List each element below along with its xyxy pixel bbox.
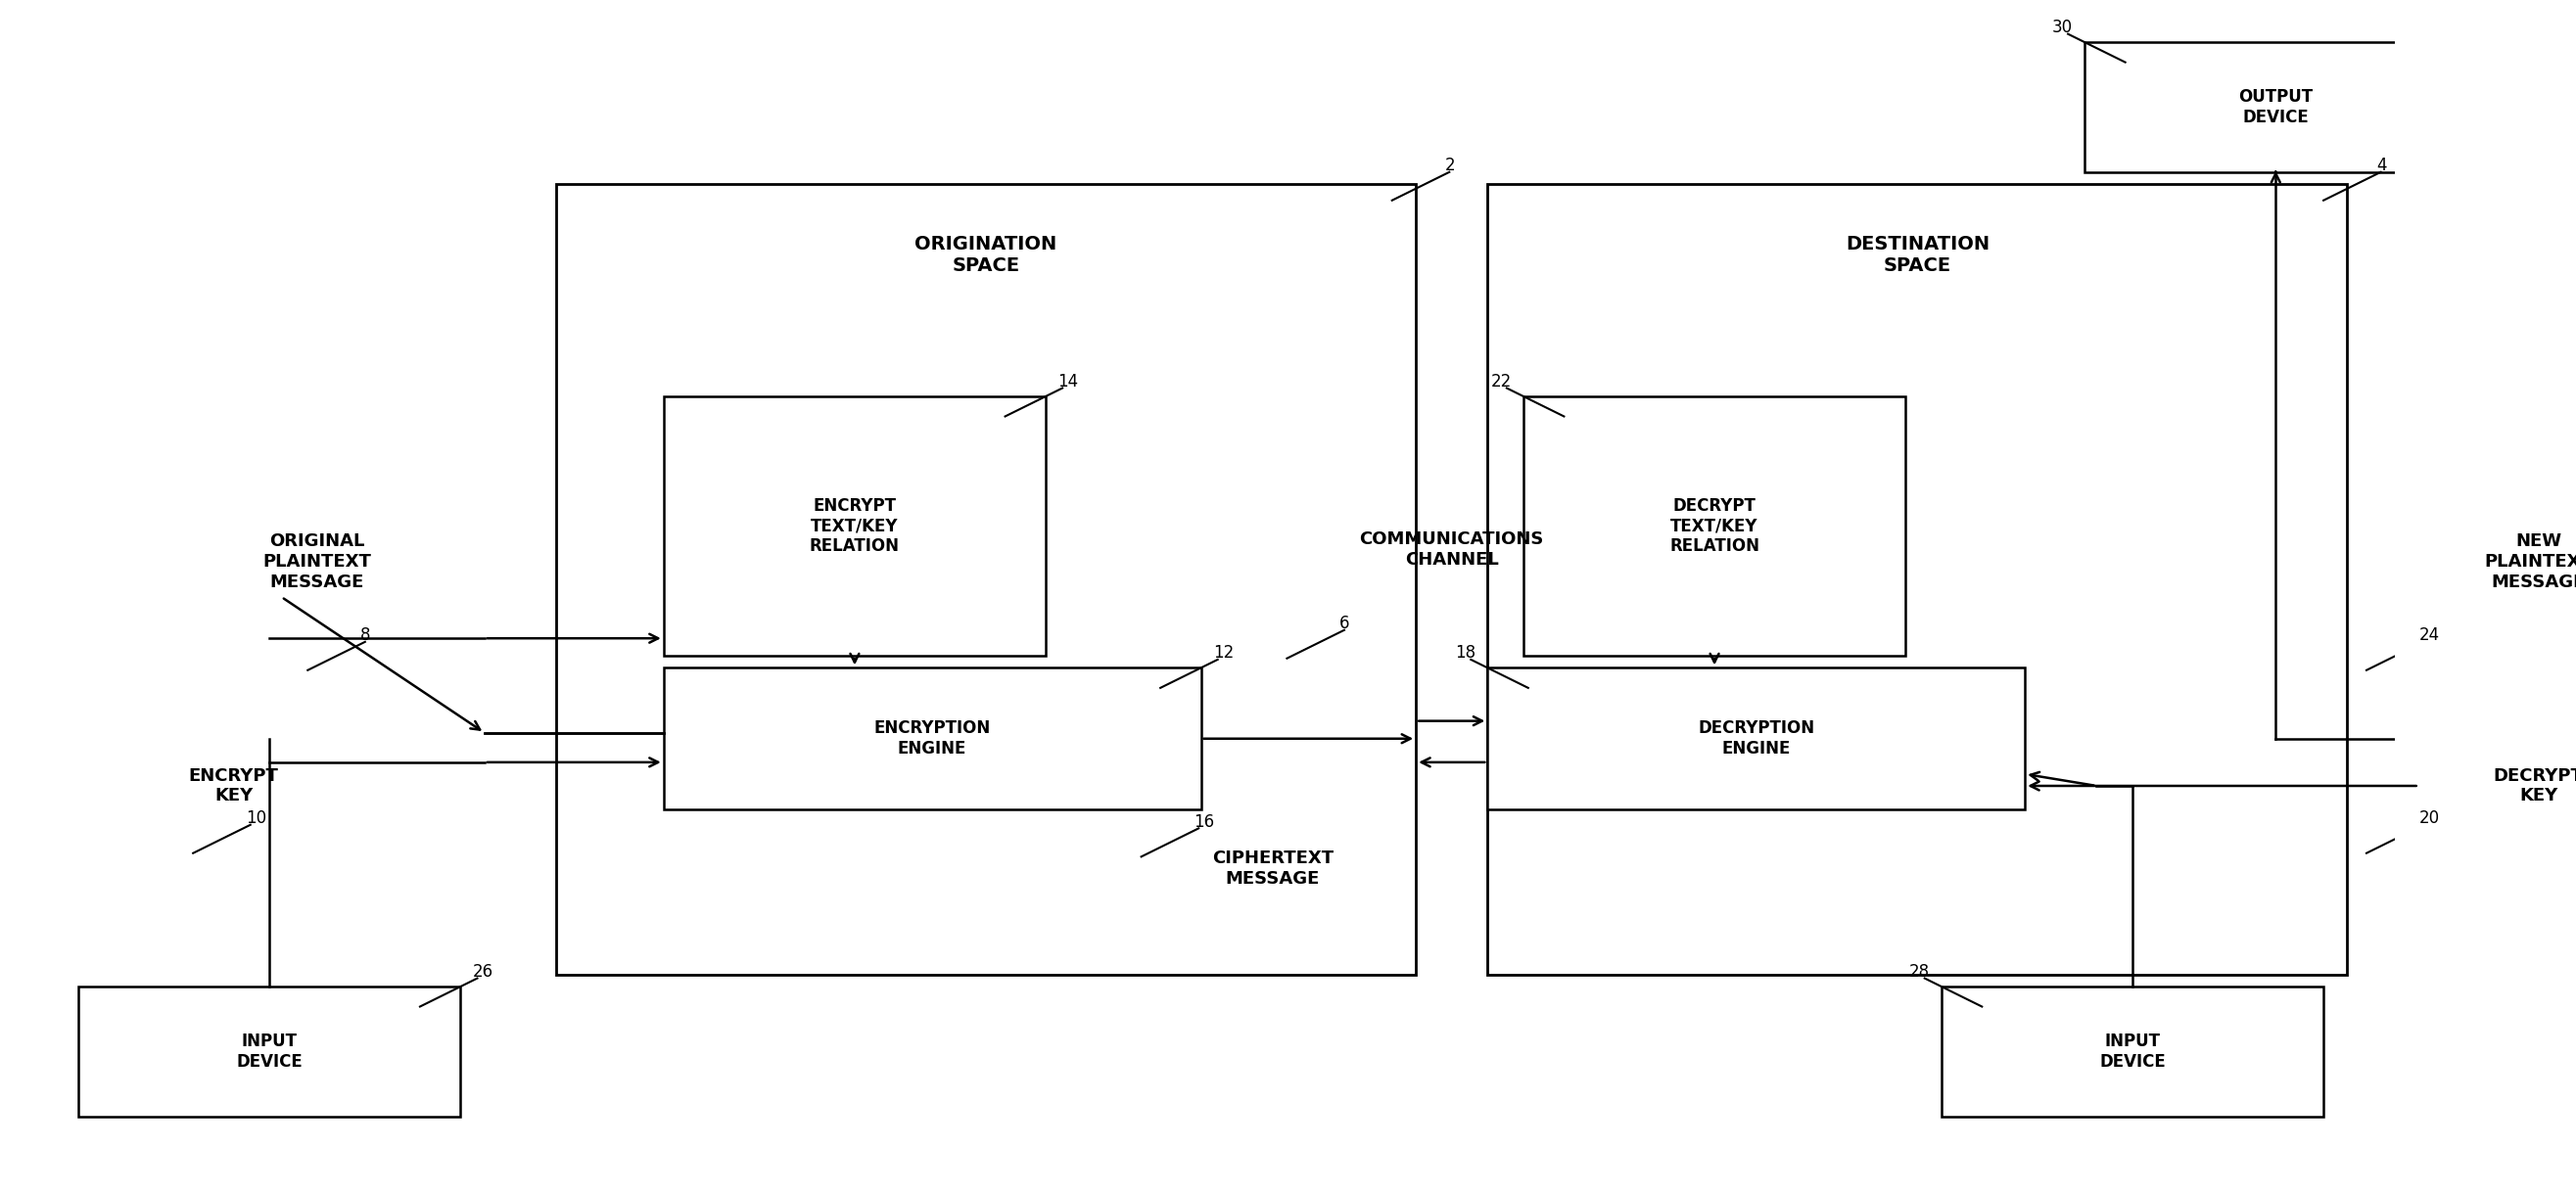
Text: 26: 26 <box>471 964 492 980</box>
Text: INPUT
DEVICE: INPUT DEVICE <box>237 1033 304 1071</box>
Text: 20: 20 <box>2419 810 2439 827</box>
Bar <box>1486 184 2347 974</box>
Text: 4: 4 <box>2375 156 2385 174</box>
Text: 2: 2 <box>1445 156 1455 174</box>
Bar <box>1486 667 2025 810</box>
Text: 8: 8 <box>361 627 371 645</box>
Text: DECRYPTION
ENGINE: DECRYPTION ENGINE <box>1698 720 1814 758</box>
Bar <box>77 986 461 1116</box>
Text: ENCRYPTION
ENGINE: ENCRYPTION ENGINE <box>873 720 992 758</box>
Bar <box>1942 986 2324 1116</box>
Text: 18: 18 <box>1455 645 1476 661</box>
Bar <box>1522 396 1906 656</box>
Text: DESTINATION
SPACE: DESTINATION SPACE <box>1844 234 1989 275</box>
Text: INPUT
DEVICE: INPUT DEVICE <box>2099 1033 2166 1071</box>
Bar <box>556 184 1417 974</box>
Text: 12: 12 <box>1213 645 1234 661</box>
Text: COMMUNICATIONS
CHANNEL: COMMUNICATIONS CHANNEL <box>1360 531 1543 568</box>
Text: 6: 6 <box>1340 615 1350 633</box>
Text: CIPHERTEXT
MESSAGE: CIPHERTEXT MESSAGE <box>1211 849 1334 887</box>
Text: ORIGINATION
SPACE: ORIGINATION SPACE <box>914 234 1056 275</box>
Text: 30: 30 <box>2053 19 2074 36</box>
Text: OUTPUT
DEVICE: OUTPUT DEVICE <box>2239 88 2313 127</box>
Text: DECRYPT
TEXT/KEY
RELATION: DECRYPT TEXT/KEY RELATION <box>1669 497 1759 555</box>
Bar <box>2084 42 2468 172</box>
Text: ENCRYPT
KEY: ENCRYPT KEY <box>188 767 278 805</box>
Text: 22: 22 <box>1492 373 1512 390</box>
Text: ORIGINAL
PLAINTEXT
MESSAGE: ORIGINAL PLAINTEXT MESSAGE <box>263 533 371 591</box>
Bar <box>665 396 1046 656</box>
Bar <box>665 667 1200 810</box>
Text: 24: 24 <box>2419 627 2439 645</box>
Text: 14: 14 <box>1059 373 1079 390</box>
Text: DECRYPT
KEY: DECRYPT KEY <box>2494 767 2576 805</box>
Text: NEW
PLAINTEXT
MESSAGE: NEW PLAINTEXT MESSAGE <box>2483 533 2576 591</box>
Text: 16: 16 <box>1193 813 1213 831</box>
Text: ENCRYPT
TEXT/KEY
RELATION: ENCRYPT TEXT/KEY RELATION <box>809 497 899 555</box>
Text: 28: 28 <box>1909 964 1929 980</box>
Text: 10: 10 <box>245 810 265 827</box>
